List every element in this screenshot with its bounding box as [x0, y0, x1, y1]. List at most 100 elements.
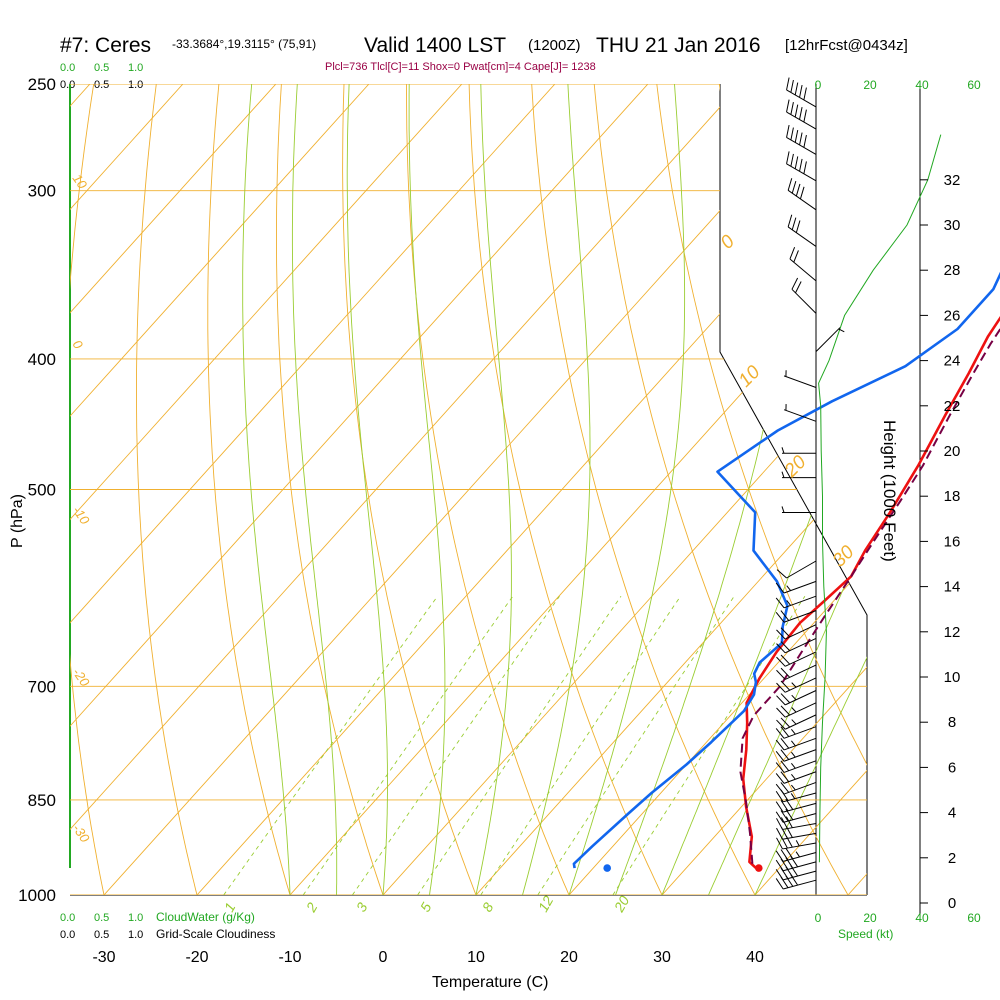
wind-barb-flag [775, 751, 785, 762]
wind-barb-flag [775, 869, 784, 881]
wind-barb-flag [794, 129, 799, 143]
wind-barb-half-flag [781, 447, 785, 454]
wind-barb [776, 816, 817, 830]
dry-adiabat [276, 84, 394, 895]
height-tick-label: 2 [948, 850, 956, 867]
height-tick-label: 0 [948, 895, 956, 912]
mixing-ratio-label: 3 [353, 900, 371, 915]
wind-barb-flag [780, 749, 790, 760]
mixing-ratio-line [352, 595, 560, 895]
wind-barb-staff [783, 595, 817, 609]
wind-barb-flag [786, 151, 790, 164]
height-tick-label: 6 [948, 759, 956, 776]
zulu-time: (1200Z) [528, 37, 581, 54]
station-title: #7: Ceres [60, 34, 151, 57]
moist-adiabat [291, 84, 338, 895]
wind-barb [781, 447, 816, 454]
speed-tick-label-bottom: 40 [915, 911, 929, 925]
plot-right-boundary [719, 84, 868, 895]
dry-adiabat [468, 84, 677, 895]
wind-barb [775, 737, 817, 751]
cloudwater-scale-bottom-0: 0.0 [60, 912, 75, 924]
wind-barb-half-flag [791, 751, 796, 758]
wind-barb-staff [783, 813, 817, 823]
cloudwater-title: CloudWater (g/Kg) [156, 910, 255, 924]
wind-barb-half-flag [791, 740, 796, 747]
temperature-tick-label: -30 [92, 949, 115, 966]
wind-barb [781, 471, 816, 479]
wind-barb-flag [776, 643, 786, 654]
wind-barb-flag [775, 739, 785, 751]
wind-barb [787, 178, 817, 211]
wind-barb [786, 99, 817, 130]
wind-barb [815, 327, 845, 352]
height-tick-label: 4 [948, 805, 956, 822]
wind-barb-flag [795, 281, 802, 294]
wind-barb [776, 560, 817, 579]
isotherm-line [70, 84, 277, 895]
wind-barb-staff [782, 832, 817, 840]
pressure-tick-label: 700 [28, 677, 56, 696]
wind-barb [775, 595, 817, 609]
wind-barb-staff [786, 111, 817, 130]
wind-barb-flag [790, 127, 794, 141]
wind-barb [786, 151, 817, 182]
wind-barb-flag [776, 669, 786, 680]
speed-tick-label-top: 20 [863, 78, 877, 92]
forecast-date: THU 21 Jan 2016 [596, 34, 761, 57]
dry-adiabat [406, 84, 583, 895]
height-tick-label: 26 [944, 307, 961, 324]
moist-adiabat [754, 84, 867, 895]
wind-barb-flag [776, 719, 786, 730]
wind-barb-half-flag [791, 719, 797, 725]
wind-barb-flag [780, 610, 790, 621]
wind-barb-half-flag [838, 328, 845, 333]
wind-barb [776, 690, 817, 706]
wind-barb-half-flag [786, 585, 792, 591]
wind-barb-staff [783, 375, 817, 388]
wind-barb-flag [780, 667, 791, 678]
pressure-tick-label: 300 [28, 182, 56, 201]
wind-barb [776, 677, 817, 693]
wind-barb-flag [790, 153, 794, 167]
dry-adiabat-label: 10 [70, 171, 91, 192]
wind-barb-flag [803, 87, 807, 101]
surface-point [754, 864, 763, 872]
wind-barb [775, 760, 817, 773]
forecast-info: [12hrFcst@0434z] [785, 37, 908, 54]
wind-barb [791, 277, 817, 314]
wind-barb [786, 77, 817, 108]
wind-barb-flag [780, 737, 790, 749]
wind-barb-staff [783, 792, 817, 803]
wind-barb-flag [789, 247, 796, 260]
temperature-curve [741, 315, 1000, 870]
temperature-tick-label: -20 [185, 949, 208, 966]
wind-barb-half-flag [790, 793, 796, 799]
moist-adiabat [242, 84, 291, 895]
height-tick-label: 10 [944, 669, 961, 686]
moist-adiabat [661, 84, 867, 895]
wind-barb [776, 835, 817, 850]
speed-tick-label-top: 40 [915, 78, 929, 92]
wind-barb [775, 855, 817, 872]
wind-barb-half-flag [781, 506, 785, 513]
dry-adiabat-label: -30 [70, 821, 94, 846]
moist-adiabat [475, 84, 512, 895]
speed-tick-label-bottom: 0 [815, 911, 822, 925]
axis-labels: 1 2 3 5 8 12 200102030100-10-20-30250300400500… [18, 75, 981, 966]
mixing-ratio-label: 5 [417, 900, 435, 915]
wind-barb-flag [794, 104, 799, 118]
wind-barb-half-flag [791, 694, 797, 701]
moist-adiabat [708, 84, 867, 895]
isotherm-line [70, 84, 370, 895]
wind-barb-flag [775, 612, 785, 623]
mixing-ratio-label: 12 [535, 893, 557, 915]
wind-barb-flag [780, 641, 791, 652]
moist-adiabat [522, 84, 591, 895]
wind-barb-staff [783, 870, 817, 881]
wind-barb-flag [786, 77, 790, 91]
wind-barb-half-flag [791, 682, 797, 688]
wind-barb [775, 580, 817, 594]
wind-barb [775, 847, 817, 862]
dry-adiabat-label: -10 [70, 503, 94, 528]
